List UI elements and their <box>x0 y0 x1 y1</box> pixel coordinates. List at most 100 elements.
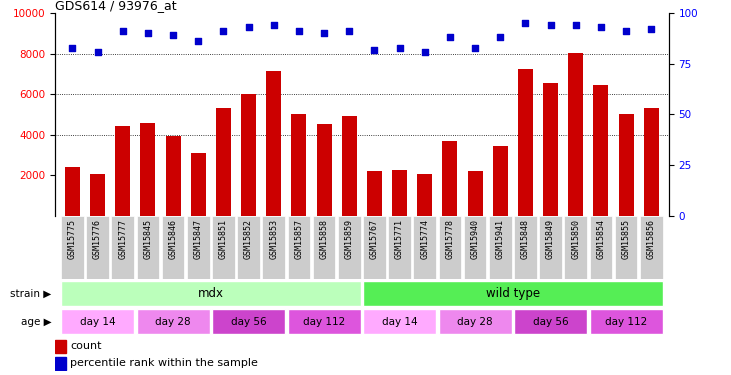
Text: age ▶: age ▶ <box>20 316 51 327</box>
Point <box>117 28 129 34</box>
Bar <box>111 216 134 279</box>
Text: day 14: day 14 <box>382 316 417 327</box>
Text: GSM15848: GSM15848 <box>521 219 530 259</box>
Bar <box>514 216 537 279</box>
Bar <box>439 309 512 334</box>
Text: wild type: wild type <box>486 287 540 300</box>
Bar <box>417 174 432 216</box>
Text: GSM15853: GSM15853 <box>269 219 279 259</box>
Point <box>419 49 431 55</box>
Text: GSM15849: GSM15849 <box>546 219 555 259</box>
Point <box>167 32 179 38</box>
Text: GSM15774: GSM15774 <box>420 219 429 259</box>
Point <box>620 28 632 34</box>
Text: percentile rank within the sample: percentile rank within the sample <box>70 358 258 368</box>
Text: day 56: day 56 <box>231 316 266 327</box>
Bar <box>568 53 583 216</box>
Bar <box>317 124 332 216</box>
Bar <box>61 309 134 334</box>
Bar <box>363 281 662 306</box>
Bar <box>55 340 66 352</box>
Bar <box>468 171 482 216</box>
Point <box>494 34 506 40</box>
Text: GSM15845: GSM15845 <box>143 219 153 259</box>
Bar <box>644 108 659 216</box>
Text: day 14: day 14 <box>80 316 115 327</box>
Bar <box>287 216 310 279</box>
Text: GSM15775: GSM15775 <box>68 219 77 259</box>
Bar <box>439 216 461 279</box>
Point <box>293 28 305 34</box>
Text: GSM15778: GSM15778 <box>445 219 455 259</box>
Point <box>67 45 78 51</box>
Text: GSM15940: GSM15940 <box>471 219 480 259</box>
Point <box>545 22 556 28</box>
Bar <box>55 357 66 370</box>
Point <box>570 22 582 28</box>
Text: GSM15854: GSM15854 <box>596 219 605 259</box>
Text: GSM15857: GSM15857 <box>295 219 303 259</box>
Text: count: count <box>70 341 102 351</box>
Text: GSM15855: GSM15855 <box>621 219 631 259</box>
Bar <box>212 309 285 334</box>
Text: GSM15859: GSM15859 <box>345 219 354 259</box>
Bar <box>313 216 336 279</box>
Bar <box>162 216 184 279</box>
Bar <box>618 114 634 216</box>
Point <box>394 45 406 51</box>
Bar <box>90 174 105 216</box>
Bar <box>414 216 436 279</box>
Text: GSM15856: GSM15856 <box>647 219 656 259</box>
Bar <box>115 126 130 216</box>
Bar <box>241 94 256 216</box>
Bar <box>442 141 458 216</box>
Bar <box>262 216 285 279</box>
Text: GSM15851: GSM15851 <box>219 219 228 259</box>
Text: GSM15771: GSM15771 <box>395 219 404 259</box>
Text: day 112: day 112 <box>605 316 647 327</box>
Text: GSM15941: GSM15941 <box>496 219 505 259</box>
Bar <box>489 216 512 279</box>
Bar <box>238 216 260 279</box>
Bar <box>191 153 206 216</box>
Bar <box>140 123 156 216</box>
Text: GSM15858: GSM15858 <box>319 219 329 259</box>
Bar <box>363 309 436 334</box>
Point <box>92 49 104 55</box>
Point <box>520 20 531 26</box>
Bar <box>212 216 235 279</box>
Bar <box>518 69 533 216</box>
Text: mdx: mdx <box>198 287 224 300</box>
Text: GDS614 / 93976_at: GDS614 / 93976_at <box>55 0 176 12</box>
Point <box>469 45 481 51</box>
Bar <box>61 281 360 306</box>
Bar <box>338 216 360 279</box>
Bar <box>463 216 486 279</box>
Point <box>595 24 607 30</box>
Bar <box>640 216 662 279</box>
Bar <box>65 167 80 216</box>
Bar <box>388 216 411 279</box>
Text: GSM15852: GSM15852 <box>244 219 253 259</box>
Bar <box>216 108 231 216</box>
Bar <box>341 116 357 216</box>
Bar <box>590 216 613 279</box>
Bar <box>543 83 558 216</box>
Point <box>444 34 455 40</box>
Point <box>142 30 154 36</box>
Bar <box>266 71 281 216</box>
Bar <box>615 216 637 279</box>
Text: GSM15767: GSM15767 <box>370 219 379 259</box>
Bar <box>86 216 109 279</box>
Bar <box>590 309 662 334</box>
Bar <box>187 216 210 279</box>
Text: GSM15776: GSM15776 <box>93 219 102 259</box>
Bar <box>292 114 306 216</box>
Bar <box>539 216 562 279</box>
Text: GSM15846: GSM15846 <box>169 219 178 259</box>
Bar <box>287 309 360 334</box>
Bar <box>137 309 210 334</box>
Text: GSM15850: GSM15850 <box>571 219 580 259</box>
Bar <box>61 216 84 279</box>
Text: strain ▶: strain ▶ <box>10 288 51 298</box>
